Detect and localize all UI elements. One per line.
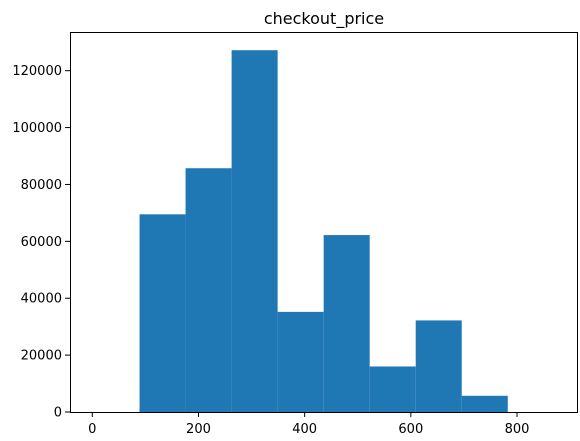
y-tick-label: 120000 <box>12 64 62 79</box>
x-tick-label: 600 <box>398 422 423 437</box>
histogram-bar-3 <box>277 311 324 412</box>
y-tick-label: 0 <box>54 406 62 421</box>
bars-group <box>139 50 508 413</box>
y-tick-label: 40000 <box>21 292 62 307</box>
histogram-bar-2 <box>231 50 278 413</box>
plot-frame <box>70 32 578 413</box>
x-axis: 0 200 400 600 800 <box>88 412 529 437</box>
chart-title: checkout_price <box>264 9 384 29</box>
histogram-bar-1 <box>185 168 232 412</box>
x-tick-label: 400 <box>292 422 317 437</box>
y-tick-label: 80000 <box>21 178 62 193</box>
histogram-bar-0 <box>139 214 186 412</box>
y-tick-label: 100000 <box>12 121 62 136</box>
histogram-bar-4 <box>323 235 370 412</box>
histogram-bar-6 <box>415 320 462 412</box>
y-tick-label: 60000 <box>21 235 62 250</box>
histogram-bar-5 <box>369 366 416 412</box>
x-tick-label: 0 <box>88 422 96 437</box>
histogram-bar-7 <box>461 395 508 412</box>
y-tick-label: 20000 <box>21 349 62 364</box>
x-tick-label: 200 <box>186 422 211 437</box>
y-axis: 0 20000 40000 60000 80000 100000 120000 <box>12 64 70 421</box>
x-tick-label: 800 <box>505 422 530 437</box>
